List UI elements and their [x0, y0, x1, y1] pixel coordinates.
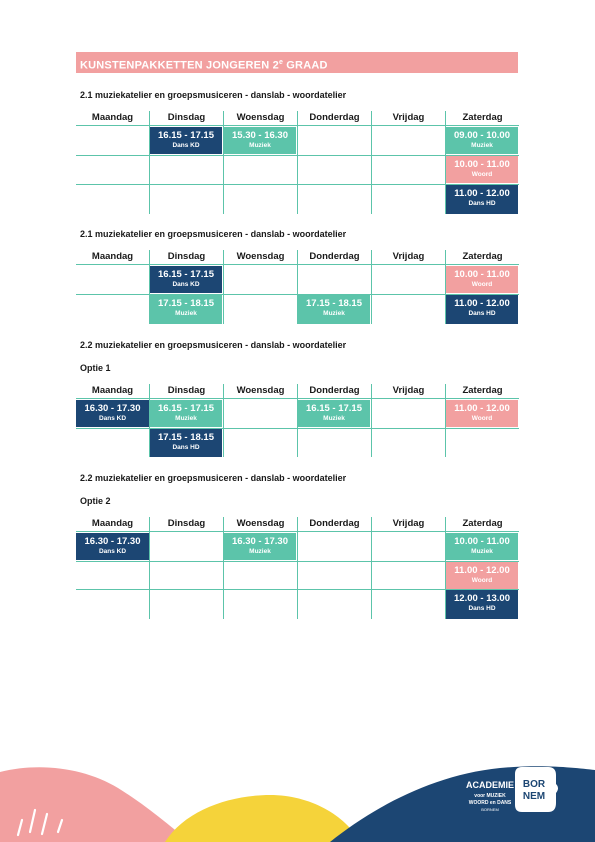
svg-text:ACADEMIE: ACADEMIE	[466, 780, 514, 790]
day-header-zaterdag: Zaterdag	[462, 251, 503, 262]
row-divider	[76, 428, 519, 429]
column-divider	[223, 111, 224, 214]
schedule-table-1: Maandag Dinsdag Woensdag Donderdag Vrijd…	[76, 111, 519, 214]
day-header-zaterdag: Zaterdag	[462, 112, 503, 123]
day-header-donderdag: Donderdag	[309, 518, 360, 529]
column-divider	[149, 250, 150, 324]
svg-text:BOR: BOR	[523, 779, 546, 790]
day-header-dinsdag: Dinsdag	[167, 251, 206, 262]
schedule-cell: 11.00 - 12.00 Dans HD	[446, 295, 518, 324]
column-divider	[149, 111, 150, 214]
day-header-donderdag: Donderdag	[309, 385, 360, 396]
column-divider	[371, 384, 372, 457]
schedule-cell: 11.00 - 12.00 Woord	[446, 400, 518, 427]
day-header-dinsdag: Dinsdag	[167, 518, 206, 529]
svg-text:voor MUZIEK: voor MUZIEK	[474, 793, 506, 799]
row-divider	[76, 589, 519, 590]
day-header-vrijdag: Vrijdag	[392, 112, 425, 123]
day-header-woensdag: Woensdag	[236, 112, 285, 123]
schedule-table-3: Maandag Dinsdag Woensdag Donderdag Vrijd…	[76, 384, 519, 457]
day-header-woensdag: Woensdag	[236, 385, 285, 396]
column-divider	[223, 250, 224, 324]
column-divider	[445, 384, 446, 457]
day-header-woensdag: Woensdag	[236, 518, 285, 529]
section-2-heading: 2.1 muziekatelier en groepsmusiceren - d…	[80, 229, 347, 239]
academie-logo: ACADEMIE voor MUZIEK WOORD en DANS BORNE…	[466, 780, 514, 812]
day-header-maandag: Maandag	[91, 385, 134, 396]
column-divider	[371, 517, 372, 619]
schedule-cell: 16.30 - 17.30 Dans KD	[76, 533, 149, 560]
column-divider	[297, 111, 298, 214]
schedule-cell: 17.15 - 18.15 Muziek	[298, 295, 370, 324]
schedule-cell: 16.15 - 17.15 Dans KD	[150, 127, 222, 154]
day-header-maandag: Maandag	[91, 112, 134, 123]
schedule-cell: 16.15 - 17.15 Muziek	[298, 400, 370, 427]
column-divider	[371, 111, 372, 214]
schedule-cell: 10.00 - 11.00 Muziek	[446, 533, 518, 560]
day-header-zaterdag: Zaterdag	[462, 385, 503, 396]
row-divider	[76, 561, 519, 562]
row-divider	[76, 184, 519, 185]
column-divider	[297, 384, 298, 457]
schedule-cell: 10.00 - 11.00 Woord	[446, 266, 518, 293]
banner-title: KUNSTENPAKKETTEN JONGEREN 2	[80, 59, 279, 72]
pink-wave	[0, 767, 190, 842]
page-banner: KUNSTENPAKKETTEN JONGEREN 2e GRAAD	[76, 52, 518, 73]
schedule-cell: 12.00 - 13.00 Dans HD	[446, 590, 518, 619]
day-header-donderdag: Donderdag	[309, 112, 360, 123]
schedule-cell: 09.00 - 10.00 Muziek	[446, 127, 518, 154]
schedule-table-4: Maandag Dinsdag Woensdag Donderdag Vrijd…	[76, 517, 519, 619]
section-4-heading: 2.2 muziekatelier en groepsmusiceren - d…	[80, 473, 347, 483]
yellow-wave	[165, 795, 360, 842]
column-divider	[445, 111, 446, 214]
day-header-donderdag: Donderdag	[309, 251, 360, 262]
schedule-cell: 17.15 - 18.15 Muziek	[150, 295, 222, 324]
schedule-cell: 16.15 - 17.15 Muziek	[150, 400, 222, 427]
schedule-cell: 16.15 - 17.15 Dans KD	[150, 266, 222, 293]
section-1-heading: 2.1 muziekatelier en groepsmusiceren - d…	[80, 90, 347, 100]
column-divider	[371, 250, 372, 324]
banner-title-end: GRAAD	[283, 59, 328, 72]
banner-sup: e	[278, 59, 284, 66]
schedule-cell: 11.00 - 12.00 Woord	[446, 562, 518, 589]
day-header-dinsdag: Dinsdag	[167, 385, 206, 396]
column-divider	[223, 517, 224, 619]
schedule-cell: 10.00 - 11.00 Woord	[446, 156, 518, 183]
column-divider	[445, 517, 446, 619]
schedule-cell: 17.15 - 18.15 Dans HD	[150, 429, 222, 457]
column-divider	[445, 250, 446, 324]
day-header-vrijdag: Vrijdag	[392, 518, 425, 529]
svg-text:BORNEM: BORNEM	[481, 807, 499, 812]
svg-text:WOORD en DANS: WOORD en DANS	[469, 800, 512, 806]
footer-decoration: ACADEMIE voor MUZIEK WOORD en DANS BORNE…	[0, 766, 595, 842]
section-4-option: Optie 2	[80, 496, 111, 506]
bornem-badge	[515, 767, 558, 812]
row-divider	[76, 155, 519, 156]
column-divider	[297, 250, 298, 324]
schedule-cell: 16.30 - 17.30 Dans KD	[76, 400, 149, 427]
schedule-cell: 15.30 - 16.30 Muziek	[224, 127, 296, 154]
day-header-vrijdag: Vrijdag	[392, 251, 425, 262]
schedule-cell: 11.00 - 12.00 Dans HD	[446, 185, 518, 214]
section-3-option: Optie 1	[80, 363, 111, 373]
column-divider	[149, 517, 150, 619]
schedule-table-2: Maandag Dinsdag Woensdag Donderdag Vrijd…	[76, 250, 519, 324]
day-header-zaterdag: Zaterdag	[462, 518, 503, 529]
svg-text:NEM: NEM	[523, 791, 545, 802]
day-header-maandag: Maandag	[91, 251, 134, 262]
row-divider	[76, 294, 519, 295]
column-divider	[149, 384, 150, 457]
day-header-vrijdag: Vrijdag	[392, 385, 425, 396]
white-strokes	[16, 808, 64, 837]
schedule-cell: 16.30 - 17.30 Muziek	[224, 533, 296, 560]
bornem-logo: BOR NEM	[515, 767, 558, 812]
column-divider	[223, 384, 224, 457]
section-3-heading: 2.2 muziekatelier en groepsmusiceren - d…	[80, 340, 347, 350]
day-header-dinsdag: Dinsdag	[167, 112, 206, 123]
day-header-maandag: Maandag	[91, 518, 134, 529]
column-divider	[297, 517, 298, 619]
day-header-woensdag: Woensdag	[236, 251, 285, 262]
